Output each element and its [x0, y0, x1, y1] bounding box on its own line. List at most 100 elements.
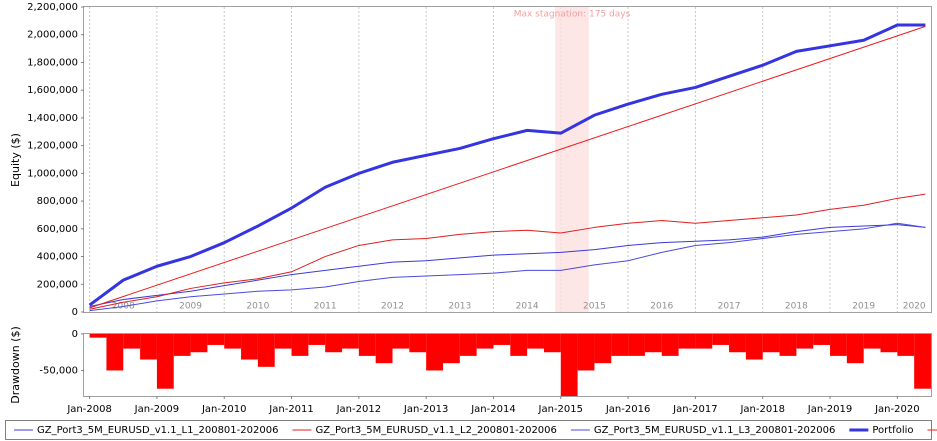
y-tick-label: 800,000: [37, 196, 78, 207]
drawdown-bar: [476, 334, 494, 349]
drawdown-bar: [325, 334, 343, 353]
year-label: 2019: [852, 302, 875, 312]
drawdown-bar: [257, 334, 275, 367]
drawdown-bar: [914, 334, 931, 389]
annotation: Max stagnation: 175 days: [514, 10, 631, 20]
drawdown-bar: [779, 334, 797, 356]
y-tick-label: 0: [72, 307, 78, 318]
drawdown-bar: [628, 334, 645, 356]
series-line: [89, 193, 926, 310]
drawdown-bar: [830, 334, 847, 356]
year-label: 2014: [516, 302, 539, 312]
y-tick-label: 1,800,000: [27, 57, 78, 68]
drawdown-bar: [644, 334, 662, 353]
series-line: [89, 224, 926, 307]
legend-label: GZ_Port3_5M_EURUSD_v1.1_L3_200801-202006: [594, 425, 835, 436]
x-tick-label: Jan-2013: [403, 404, 448, 415]
drawdown-bar: [745, 334, 763, 360]
y-axis-label: Drawdown ($): [9, 326, 22, 404]
y-tick-label: 1,200,000: [27, 141, 78, 152]
drawdown-bar: [291, 334, 309, 356]
drawdown-bar: [897, 334, 915, 356]
y-tick-label: 400,000: [37, 252, 78, 263]
x-tick-label: Jan-2016: [605, 404, 650, 415]
drawdown-bar: [695, 334, 713, 349]
x-tick-label: Jan-2020: [874, 404, 919, 415]
y-tick-label: 1,400,000: [27, 113, 78, 124]
year-label: 2011: [314, 302, 337, 312]
drawdown-bar: [661, 334, 679, 356]
x-tick-label: Jan-2014: [470, 404, 515, 415]
drawdown-bar: [426, 334, 443, 371]
drawdown-bar: [156, 334, 174, 389]
drawdown-bar: [712, 334, 730, 345]
drawdown-bar: [342, 334, 359, 349]
drawdown-bar: [392, 334, 410, 349]
drawdown-bar: [611, 334, 629, 356]
year-label: 2016: [650, 302, 673, 312]
x-tick-label: Jan-2015: [538, 404, 583, 415]
year-label: 2020: [903, 302, 926, 312]
year-label: 2012: [381, 302, 404, 312]
y-tick-label: 1,000,000: [27, 168, 78, 179]
y-tick-label: 0: [72, 329, 78, 340]
drawdown-bar: [89, 334, 107, 338]
drawdown-bar: [846, 334, 864, 364]
x-tick-label: Jan-2012: [336, 404, 381, 415]
x-tick-label: Jan-2009: [134, 404, 179, 415]
drawdown-bar: [241, 334, 258, 360]
drawdown-bar: [796, 334, 814, 349]
x-tick-label: Jan-2008: [66, 404, 111, 415]
x-tick-label: Jan-2010: [201, 404, 246, 415]
drawdown-bar: [762, 334, 780, 353]
y-tick-label: 2,000,000: [27, 30, 78, 41]
drawdown-bar: [224, 334, 242, 349]
y-tick-label: 2,200,000: [27, 2, 78, 13]
drawdown-bar: [543, 334, 561, 353]
y-tick-label: 200,000: [37, 279, 78, 290]
drawdown-bar: [577, 334, 595, 371]
drawdown-bar: [560, 334, 578, 396]
drawdown-bar: [510, 334, 528, 356]
drawdown-bar: [207, 334, 225, 345]
drawdown-bar: [140, 334, 157, 360]
series-line: [89, 222, 926, 312]
stagnation-band: [555, 7, 589, 312]
x-tick-label: Jan-2011: [268, 404, 313, 415]
y-tick-label: -50,000: [39, 365, 78, 376]
legend-label: Portfolio: [872, 425, 913, 436]
drawdown-bar: [880, 334, 898, 353]
x-tick-label: Jan-2017: [672, 404, 717, 415]
year-label: 2010: [246, 302, 269, 312]
series-line: [88, 23, 926, 307]
drawdown-bar: [863, 334, 881, 349]
drawdown-bar: [493, 334, 511, 345]
drawdown-bar: [375, 334, 393, 364]
y-axis-label: Equity ($): [9, 133, 22, 187]
y-tick-label: 600,000: [37, 224, 78, 235]
drawdown-bar: [274, 334, 292, 349]
drawdown-bar: [308, 334, 326, 345]
drawdown-bar: [190, 334, 208, 353]
drawdown-bar: [442, 334, 460, 364]
drawdown-bar: [459, 334, 477, 356]
series-line: [89, 25, 926, 309]
drawdown-bar: [173, 334, 191, 356]
drawdown-bar: [729, 334, 746, 353]
drawdown-bar: [527, 334, 544, 349]
drawdown-bar: [358, 334, 376, 356]
drawdown-bar: [678, 334, 696, 349]
year-label: 2015: [583, 302, 606, 312]
year-label: 2009: [179, 302, 202, 312]
equity-frame: [83, 6, 932, 313]
year-label: 2018: [785, 302, 808, 312]
drawdown-bar: [813, 334, 831, 345]
drawdown-frame: [83, 333, 932, 397]
drawdown-bar: [106, 334, 124, 371]
x-tick-label: Jan-2018: [739, 404, 784, 415]
legend-label: GZ_Port3_5M_EURUSD_v1.1_L2_200801-202006: [315, 425, 556, 436]
y-tick-label: 1,600,000: [27, 85, 78, 96]
drawdown-bar: [123, 334, 141, 349]
legend-label: GZ_Port3_5M_EURUSD_v1.1_L1_200801-202006: [37, 425, 278, 436]
